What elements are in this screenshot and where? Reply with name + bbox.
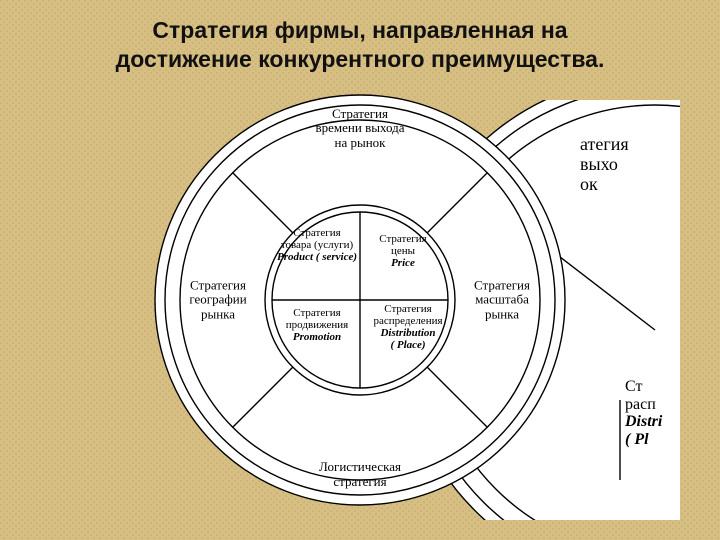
outer-label-top: Стратегия времени выхода на рынок: [280, 107, 440, 150]
inner-bl-3: Promotion: [293, 331, 341, 343]
inner-br-3: Distribution: [380, 327, 435, 339]
inner-br-4: ( Place): [390, 339, 425, 351]
slide-page: Стратегия фирмы, направленная на достиже…: [0, 0, 720, 540]
outer-left-3: рынка: [201, 306, 235, 321]
inner-tl-1: Стратегия: [293, 227, 340, 239]
outer-left-2: географии: [189, 292, 246, 307]
inner-tr-1: Стратегия: [379, 233, 426, 245]
inner-br-2: распределения: [373, 315, 442, 327]
inner-tl-3: Product ( service): [277, 251, 357, 263]
inner-tr-3: Price: [391, 257, 415, 269]
outer-bottom-2: стратегия: [333, 474, 386, 489]
inner-tr-2: цены: [391, 245, 415, 257]
outer-label-bottom: Логистическая стратегия: [280, 460, 440, 489]
outer-bottom-1: Логистическая: [319, 459, 401, 474]
back-bottom-right-fragment: Ст расп Distri ( Pl: [625, 378, 662, 448]
inner-label-bottom-left: Стратегия продвижения Promotion: [272, 307, 362, 343]
outer-right-3: рынка: [485, 306, 519, 321]
back-bottom-right-3: Distri: [625, 413, 662, 430]
back-top-right-1: атегия: [580, 134, 629, 154]
inner-label-bottom-right: Стратегия распределения Distribution ( P…: [363, 303, 453, 351]
inner-tl-2: товара (услуги): [281, 239, 353, 251]
back-bottom-right-4: ( Pl: [625, 431, 649, 448]
back-bottom-right-1: Ст: [625, 378, 642, 395]
back-top-right-fragment: атегия выхо ок: [580, 135, 629, 194]
slide-title-line1: Стратегия фирмы, направленная на: [152, 17, 567, 43]
inner-bl-2: продвижения: [286, 319, 348, 331]
outer-top-3: на рынок: [335, 135, 386, 150]
back-top-right-2: выхо: [580, 154, 618, 174]
outer-label-right: Стратегия масштаба рынка: [457, 279, 547, 322]
inner-br-1: Стратегия: [384, 303, 431, 315]
back-bottom-right-2: расп: [625, 396, 656, 413]
outer-right-1: Стратегия: [474, 278, 530, 293]
slide-title: Стратегия фирмы, направленная на достиже…: [0, 16, 720, 74]
outer-left-1: Стратегия: [190, 278, 246, 293]
inner-label-top-left: Стратегия товара (услуги) Product ( serv…: [272, 227, 362, 263]
outer-top-2: времени выхода: [316, 120, 405, 135]
slide-title-line2: достижение конкурентного преимущества.: [116, 46, 605, 72]
outer-right-2: масштаба: [475, 292, 529, 307]
inner-label-top-right: Стратегия цены Price: [363, 233, 443, 269]
outer-top-1: Стратегия: [332, 106, 388, 121]
outer-label-left: Стратегия географии рынка: [173, 279, 263, 322]
back-top-right-3: ок: [580, 174, 598, 194]
strategy-wheel-diagram: Стратегия времени выхода на рынок Страте…: [145, 85, 575, 515]
inner-bl-1: Стратегия: [293, 307, 340, 319]
